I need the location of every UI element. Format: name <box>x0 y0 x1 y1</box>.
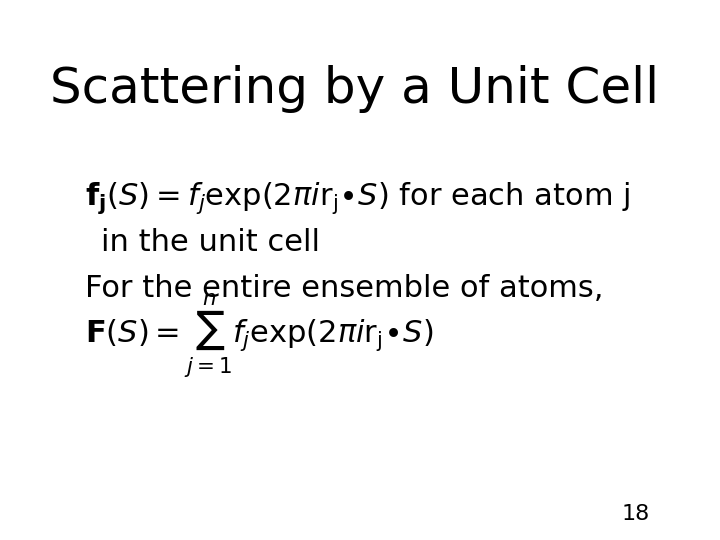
Text: Scattering by a Unit Cell: Scattering by a Unit Cell <box>50 65 659 113</box>
Text: $\mathbf{F}(\mathit{S}) = \sum_{j=1}^{n}\mathit{f_j}\mathrm{exp}(2\pi i\mathrm{r: $\mathbf{F}(\mathit{S}) = \sum_{j=1}^{n}… <box>85 292 433 380</box>
Text: $\mathbf{f_j}(\mathit{S}) = \mathit{f_j}\mathrm{exp}(2\pi i\mathrm{r_j}{\bullet}: $\mathbf{f_j}(\mathit{S}) = \mathit{f_j}… <box>85 180 630 217</box>
Text: For the entire ensemble of atoms,: For the entire ensemble of atoms, <box>85 274 603 303</box>
Text: 18: 18 <box>621 504 650 524</box>
Text: in the unit cell: in the unit cell <box>101 228 320 257</box>
